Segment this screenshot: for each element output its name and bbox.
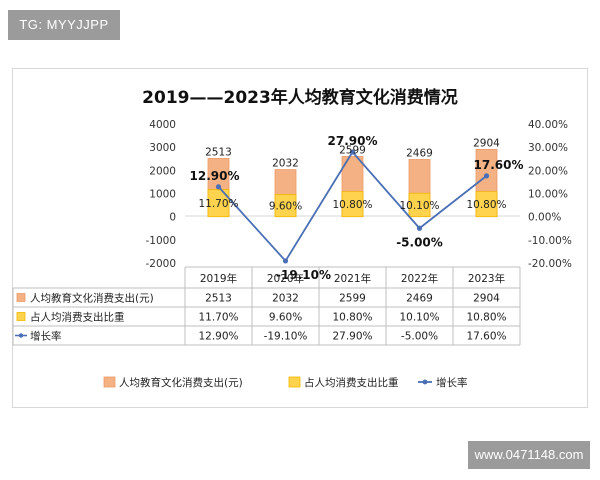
table-header-cell: 2019年 <box>200 272 237 285</box>
growth-label: 27.90% <box>328 134 378 148</box>
right-axis-tick-label: -20.00% <box>528 258 572 270</box>
table-header-cell: 2023年 <box>468 272 505 285</box>
table-cell: -19.10% <box>264 331 308 343</box>
bar-share-label: 10.80% <box>332 199 372 211</box>
bar-spend-label: 2469 <box>406 147 433 159</box>
left-axis-tick-label: 0 <box>169 212 176 224</box>
growth-point <box>215 184 222 190</box>
legend-label-spend: 人均教育文化消费支出(元) <box>119 376 243 389</box>
growth-label: 12.90% <box>190 169 240 183</box>
table-cell: 10.80% <box>332 312 372 324</box>
data-labels: 2513 2032 2599 2469 2904 11.70% 9.60% 10.80% 10.… <box>190 134 524 282</box>
bar-share-label: 11.70% <box>198 198 238 210</box>
growth-point <box>416 225 423 231</box>
table-cell: 11.70% <box>198 312 238 324</box>
left-axis: 4000 3000 2000 1000 0 -1000 -2000 <box>145 119 176 270</box>
table-cell: 12.90% <box>198 331 238 343</box>
table-row-label: 增长率 <box>30 330 62 343</box>
legend-key-spend <box>103 376 116 388</box>
left-axis-tick-label: 4000 <box>149 119 176 131</box>
bar-spend-label: 2599 <box>339 144 366 156</box>
table-header-cell: 2020年 <box>267 272 304 285</box>
bar-share <box>207 189 230 218</box>
bar-share-label: 10.80% <box>466 199 506 211</box>
legend-key-growth-dot <box>422 379 428 385</box>
legend: 人均教育文化消费支出(元) 占人均消费支出比重 增长率 <box>103 376 468 389</box>
bar-share-label: 10.10% <box>399 200 439 212</box>
table-cell: 2513 <box>205 293 232 305</box>
table-cell: 17.60% <box>466 331 506 343</box>
right-axis-tick-label: 40.00% <box>528 119 568 131</box>
legend-label-growth: 增长率 <box>436 376 468 389</box>
legend-label-share: 占人均消费支出比重 <box>304 376 399 389</box>
bar-share <box>341 191 364 218</box>
growth-point <box>349 149 356 155</box>
table-cell: 2032 <box>272 293 299 305</box>
bar-share-label: 9.60% <box>269 201 302 213</box>
table-row-label: 占人均消费支出比重 <box>30 311 125 324</box>
bar-spend-label: 2904 <box>473 137 500 149</box>
table-cell: 2599 <box>339 293 366 305</box>
bar-spend-label: 2032 <box>272 158 299 170</box>
right-axis-tick-label: -10.00% <box>528 235 572 247</box>
growth-label: 17.60% <box>474 158 524 172</box>
table-cell: 2904 <box>473 293 500 305</box>
table-cell: 27.90% <box>332 331 372 343</box>
table-cell: 10.80% <box>466 312 506 324</box>
right-axis-tick-label: 0.00% <box>528 212 561 224</box>
legend-key-share <box>288 376 301 388</box>
bar-share <box>408 192 431 218</box>
growth-line <box>215 149 490 264</box>
bar-share <box>274 194 297 218</box>
left-axis-tick-label: 2000 <box>149 165 176 177</box>
left-axis-tick-label: -2000 <box>145 258 176 270</box>
table-cell: -5.00% <box>401 331 438 343</box>
table-cell: 9.60% <box>269 312 302 324</box>
growth-point <box>483 173 490 179</box>
left-axis-tick-label: -1000 <box>145 235 176 247</box>
table-row-label: 人均教育文化消费支出(元) <box>30 292 154 305</box>
table-cell: 2469 <box>406 293 433 305</box>
table-row-key <box>16 312 26 321</box>
growth-label: -5.00% <box>396 235 443 249</box>
left-axis-tick-label: 1000 <box>149 189 176 201</box>
watermark-bottom-right: www.0471148.com <box>468 441 590 469</box>
growth-point <box>282 258 289 264</box>
right-axis: 40.00% 30.00% 20.00% 10.00% 0.00% -10.00% -20.… <box>528 119 572 270</box>
table-cell: 10.10% <box>399 312 439 324</box>
right-axis-tick-label: 10.00% <box>528 189 568 201</box>
table-header-cell: 2021年 <box>334 272 371 285</box>
chart-title: 2019——2023年人均教育文化消费情况 <box>142 87 458 108</box>
right-axis-tick-label: 20.00% <box>528 165 568 177</box>
watermark-top-left: TG: MYYJJPP <box>8 10 120 40</box>
table-row-key <box>16 293 26 302</box>
table-row-key <box>18 333 24 338</box>
left-axis-tick-label: 3000 <box>149 142 176 154</box>
right-axis-tick-label: 30.00% <box>528 142 568 154</box>
table-header-cell: 2022年 <box>401 272 438 285</box>
bar-spend-label: 2513 <box>205 146 232 158</box>
growth-label: -19.10% <box>276 268 331 282</box>
bar-share <box>475 191 498 218</box>
